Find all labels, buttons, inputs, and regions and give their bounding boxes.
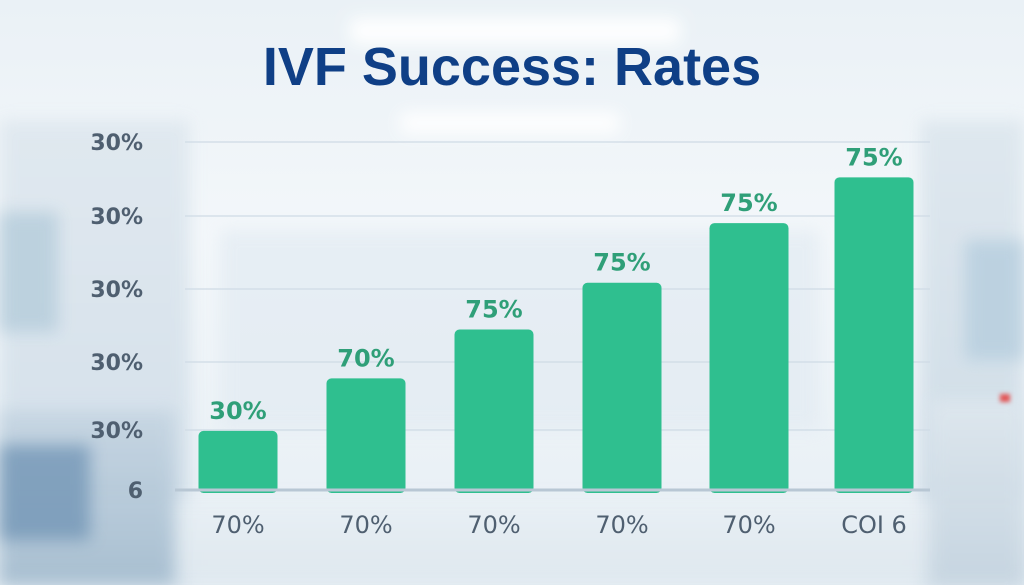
y-tick-label: 30% bbox=[90, 419, 143, 444]
ceiling-light bbox=[350, 18, 680, 44]
data-label: 75% bbox=[720, 189, 777, 217]
x-tick-label: 70% bbox=[722, 511, 775, 539]
data-label: 70% bbox=[337, 344, 394, 372]
background-monitor-right bbox=[965, 240, 1024, 360]
background-counter-right bbox=[930, 400, 1024, 585]
bar bbox=[709, 223, 789, 494]
y-tick-label: 6 bbox=[128, 479, 143, 504]
bar bbox=[834, 177, 914, 494]
x-tick-label: COI 6 bbox=[841, 511, 907, 539]
y-axis-ticks: 6 30% 30% 30% 30% 30% bbox=[90, 131, 143, 504]
x-tick-label: 70% bbox=[467, 511, 520, 539]
x-tick-label: 70% bbox=[339, 511, 392, 539]
data-label: 30% bbox=[209, 397, 266, 425]
y-tick-label: 30% bbox=[90, 351, 143, 376]
background-indicator-light bbox=[1000, 394, 1010, 402]
x-tick-label: 70% bbox=[211, 511, 264, 539]
y-tick-label: 30% bbox=[90, 131, 143, 156]
grid-lines bbox=[185, 141, 930, 431]
x-axis-ticks: 70% 70% 70% 70% 70% COI 6 bbox=[211, 511, 906, 539]
y-tick-label: 30% bbox=[90, 278, 143, 303]
bar bbox=[326, 378, 406, 493]
chart-title: IVF Success: Rates bbox=[262, 37, 762, 97]
ceiling-light-secondary bbox=[400, 112, 620, 134]
y-tick-label: 30% bbox=[90, 205, 143, 230]
data-label: 75% bbox=[845, 143, 902, 171]
x-tick-label: 70% bbox=[595, 511, 648, 539]
data-labels: 30% 70% 75% 75% 75% 75% bbox=[209, 143, 902, 425]
background-monitor-left bbox=[0, 212, 58, 332]
bars bbox=[198, 177, 914, 494]
bar bbox=[198, 430, 278, 493]
background-cabinet-door bbox=[0, 445, 90, 540]
data-label: 75% bbox=[465, 296, 522, 324]
bar bbox=[454, 329, 534, 493]
data-label: 75% bbox=[593, 249, 650, 277]
bar bbox=[582, 282, 662, 493]
